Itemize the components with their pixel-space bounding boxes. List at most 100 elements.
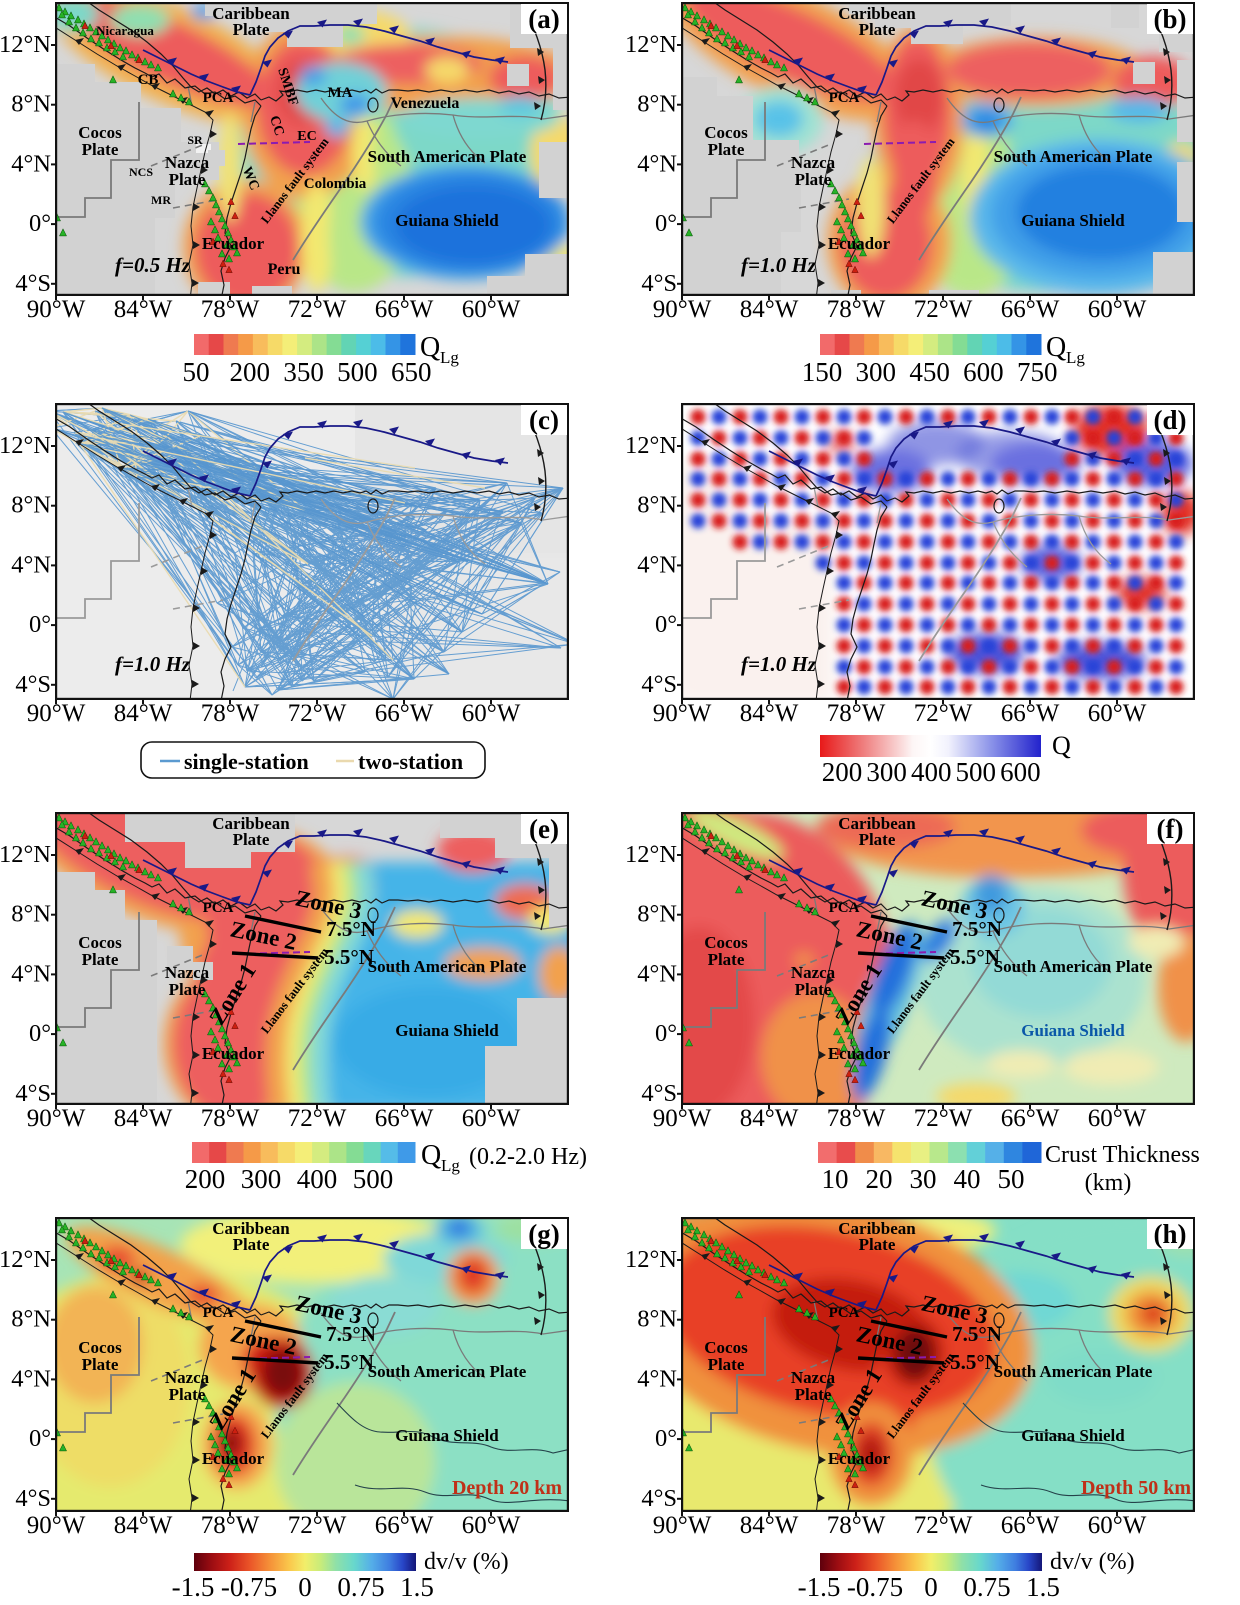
svg-text:4°S: 4°S xyxy=(641,671,677,698)
svg-text:500: 500 xyxy=(956,757,997,787)
svg-text:66°W: 66°W xyxy=(375,1512,434,1539)
svg-text:500: 500 xyxy=(337,357,378,387)
svg-text:12°N: 12°N xyxy=(625,841,677,868)
svg-text:72°W: 72°W xyxy=(914,296,973,323)
svg-text:4°N: 4°N xyxy=(637,551,677,578)
svg-text:12°N: 12°N xyxy=(0,31,51,58)
svg-text:(c): (c) xyxy=(529,405,559,435)
svg-text:Q: Q xyxy=(1052,731,1071,760)
svg-text:South American Plate: South American Plate xyxy=(994,957,1153,976)
svg-text:12°N: 12°N xyxy=(625,31,677,58)
svg-text:4°N: 4°N xyxy=(11,150,51,177)
svg-text:40: 40 xyxy=(954,1164,981,1194)
svg-text:South American Plate: South American Plate xyxy=(994,1362,1153,1381)
svg-text:300: 300 xyxy=(866,757,907,787)
svg-text:(d): (d) xyxy=(1154,405,1187,435)
svg-text:4°S: 4°S xyxy=(641,1080,677,1107)
svg-text:72°W: 72°W xyxy=(288,1105,347,1132)
svg-text:8°N: 8°N xyxy=(637,492,677,519)
svg-text:78°W: 78°W xyxy=(827,1105,886,1132)
svg-text:72°W: 72°W xyxy=(288,296,347,323)
svg-text:Ecuador: Ecuador xyxy=(828,234,891,253)
svg-text:78°W: 78°W xyxy=(201,700,260,727)
svg-text:7.5°N: 7.5°N xyxy=(952,917,1002,941)
svg-text:Cocos: Cocos xyxy=(704,933,748,952)
svg-text:60°W: 60°W xyxy=(1088,1512,1147,1539)
svg-text:8°N: 8°N xyxy=(11,91,51,118)
svg-text:60°W: 60°W xyxy=(462,1105,521,1132)
svg-text:400: 400 xyxy=(911,757,952,787)
svg-text:5.5°N: 5.5°N xyxy=(950,945,1000,969)
svg-text:two-station: two-station xyxy=(358,749,463,774)
svg-text:Crust Thickness: Crust Thickness xyxy=(1045,1142,1200,1168)
svg-text:Plate: Plate xyxy=(233,20,270,39)
svg-text:30: 30 xyxy=(910,1164,937,1194)
svg-text:50: 50 xyxy=(998,1164,1025,1194)
svg-text:CB: CB xyxy=(138,72,159,88)
svg-text:78°W: 78°W xyxy=(201,296,260,323)
svg-text:10: 10 xyxy=(822,1164,849,1194)
svg-text:Plate: Plate xyxy=(169,980,206,999)
svg-text:0°: 0° xyxy=(29,611,51,638)
svg-text:PCA: PCA xyxy=(203,1305,234,1321)
svg-text:4°S: 4°S xyxy=(15,1485,51,1512)
svg-text:Plate: Plate xyxy=(708,1355,745,1374)
svg-text:single-station: single-station xyxy=(184,749,309,774)
svg-text:Venezuela: Venezuela xyxy=(391,95,460,112)
svg-text:Cocos: Cocos xyxy=(704,123,748,142)
svg-text:Plate: Plate xyxy=(169,1385,206,1404)
svg-text:(0.2-2.0 Hz): (0.2-2.0 Hz) xyxy=(469,1144,587,1170)
svg-text:66°W: 66°W xyxy=(1001,700,1060,727)
svg-text:Guiana Shield: Guiana Shield xyxy=(1021,1426,1125,1445)
svg-text:Guiana Shield: Guiana Shield xyxy=(1021,1021,1125,1040)
svg-text:f=0.5 Hz: f=0.5 Hz xyxy=(115,253,191,277)
svg-text:Nazca: Nazca xyxy=(791,153,836,172)
svg-text:84°W: 84°W xyxy=(740,296,799,323)
svg-text:f=1.0 Hz: f=1.0 Hz xyxy=(741,253,817,277)
svg-text:MR: MR xyxy=(151,193,171,207)
svg-text:72°W: 72°W xyxy=(288,700,347,727)
svg-text:1.5: 1.5 xyxy=(400,1572,434,1602)
svg-text:78°W: 78°W xyxy=(827,296,886,323)
svg-text:Caribbean: Caribbean xyxy=(212,814,290,833)
svg-text:50: 50 xyxy=(183,357,210,387)
svg-text:Plate: Plate xyxy=(233,830,270,849)
svg-text:72°W: 72°W xyxy=(914,700,973,727)
svg-text:Plate: Plate xyxy=(82,140,119,159)
svg-text:South American Plate: South American Plate xyxy=(994,147,1153,166)
svg-text:78°W: 78°W xyxy=(827,700,886,727)
svg-text:7.5°N: 7.5°N xyxy=(952,1322,1002,1346)
svg-text:Caribbean: Caribbean xyxy=(212,4,290,23)
svg-text:-1.5: -1.5 xyxy=(798,1572,841,1602)
svg-text:4°S: 4°S xyxy=(641,1485,677,1512)
svg-text:84°W: 84°W xyxy=(114,296,173,323)
svg-text:90°W: 90°W xyxy=(27,1105,86,1132)
svg-text:Plate: Plate xyxy=(233,1235,270,1254)
svg-text:4°N: 4°N xyxy=(11,1365,51,1392)
svg-text:Depth 20 km: Depth 20 km xyxy=(452,1477,562,1499)
svg-text:84°W: 84°W xyxy=(114,1512,173,1539)
svg-text:78°W: 78°W xyxy=(201,1512,260,1539)
svg-text:60°W: 60°W xyxy=(1088,700,1147,727)
svg-text:Q: Q xyxy=(1046,332,1066,363)
svg-text:4°N: 4°N xyxy=(637,960,677,987)
svg-text:0°: 0° xyxy=(29,210,51,237)
svg-text:0.75: 0.75 xyxy=(963,1572,1010,1602)
svg-text:Cocos: Cocos xyxy=(78,123,122,142)
svg-text:90°W: 90°W xyxy=(653,1512,712,1539)
svg-text:4°S: 4°S xyxy=(641,270,677,297)
svg-text:66°W: 66°W xyxy=(375,1105,434,1132)
svg-text:0°: 0° xyxy=(29,1425,51,1452)
svg-text:PCA: PCA xyxy=(829,1305,860,1321)
svg-text:MA: MA xyxy=(328,85,353,101)
svg-text:5.5°N: 5.5°N xyxy=(324,1350,374,1374)
svg-text:750: 750 xyxy=(1017,357,1058,387)
svg-text:60°W: 60°W xyxy=(462,1512,521,1539)
svg-text:Nazca: Nazca xyxy=(791,1368,836,1387)
svg-text:600: 600 xyxy=(963,357,1004,387)
svg-text:Caribbean: Caribbean xyxy=(838,814,916,833)
svg-text:Nazca: Nazca xyxy=(165,1368,210,1387)
svg-text:4°S: 4°S xyxy=(15,1080,51,1107)
svg-text:Guiana Shield: Guiana Shield xyxy=(1021,211,1125,230)
svg-text:600: 600 xyxy=(1000,757,1041,787)
